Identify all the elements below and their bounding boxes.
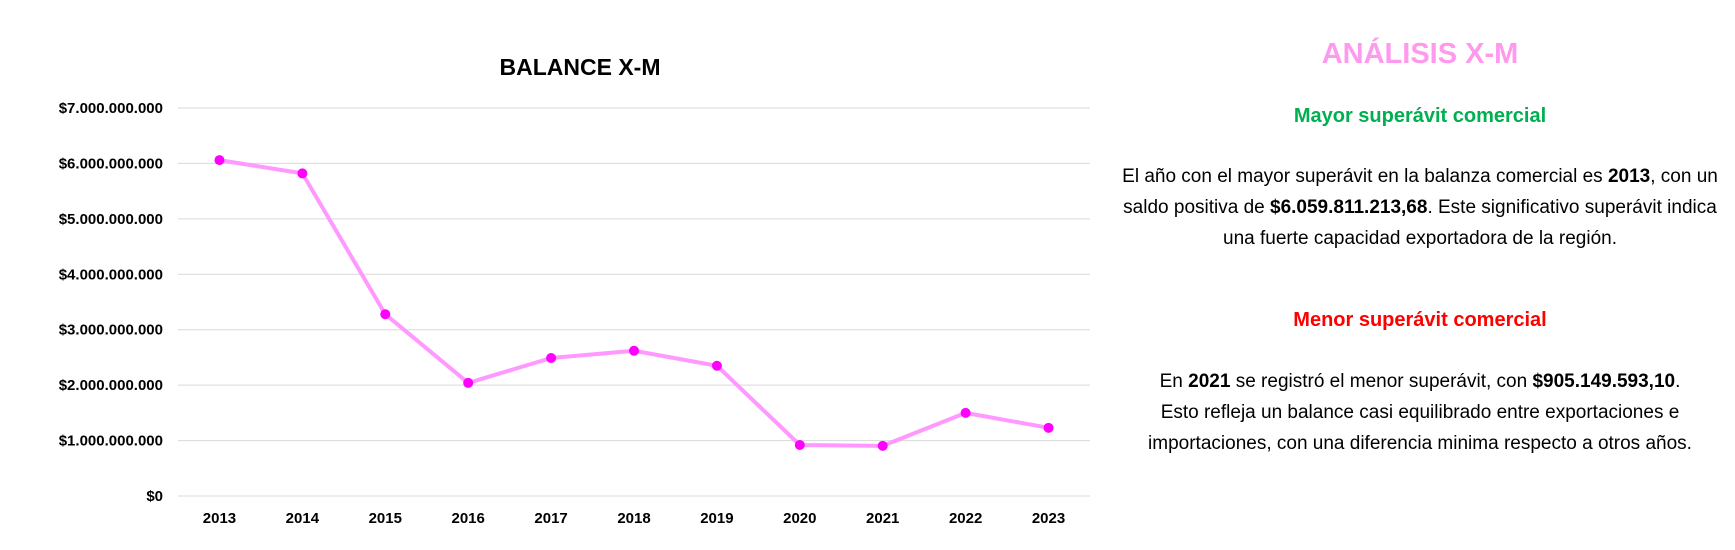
- y-tick-label: $3.000.000.000: [59, 322, 163, 339]
- x-tick-label: 2017: [534, 510, 567, 527]
- balance-chart: BALANCE X-M $0 $1.000.000.000 $2.000.000.0…: [59, 54, 1090, 527]
- x-tick-label: 2018: [617, 510, 650, 527]
- min-surplus-text: En 2021 se registró el menor superávit, …: [1140, 366, 1700, 459]
- balance-chart-svg: BALANCE X-M $0 $1.000.000.000 $2.000.000.0…: [59, 54, 1090, 527]
- max-text-part-2: , con un saldo positiva de: [1123, 166, 1718, 218]
- min-surplus-heading: Menor superávit comercial: [1293, 309, 1547, 331]
- data-point: [1043, 422, 1054, 433]
- max-surplus-heading: Mayor superávit comercial: [1293, 105, 1547, 127]
- data-point: [794, 440, 805, 451]
- y-tick-label: $0: [146, 488, 163, 505]
- data-point: [546, 352, 557, 363]
- min-text-part-3: . Esto refleja un balance casi equilibra…: [1148, 371, 1692, 454]
- max-year: 2013: [1607, 166, 1651, 187]
- data-point: [877, 440, 888, 451]
- chart-title: BALANCE X-M: [500, 54, 661, 80]
- max-amount: $6.059.811.213,68: [1270, 197, 1428, 218]
- max-surplus-text: El año con el mayor superávit en la bala…: [1120, 161, 1720, 254]
- x-tick-label: 2022: [949, 510, 982, 527]
- y-axis-ticks: $0 $1.000.000.000 $2.000.000.000 $3.000.000…: [59, 100, 163, 505]
- analysis-panel: ANÁLISIS X-M Mayor superávit comercial E…: [1120, 30, 1720, 459]
- data-point: [463, 377, 474, 388]
- min-amount: $905.149.593,10: [1532, 371, 1676, 392]
- x-tick-label: 2019: [700, 510, 733, 527]
- x-tick-label: 2014: [286, 510, 320, 527]
- min-year: 2021: [1188, 371, 1231, 392]
- y-tick-label: $1.000.000.000: [59, 433, 163, 450]
- data-point: [297, 168, 308, 179]
- y-tick-label: $7.000.000.000: [59, 100, 163, 117]
- y-tick-label: $6.000.000.000: [59, 155, 163, 172]
- x-tick-label: 2020: [783, 510, 816, 527]
- series-line: [217, 158, 1051, 448]
- y-tick-label: $4.000.000.000: [59, 266, 163, 283]
- gridlines: [178, 107, 1090, 497]
- max-text-part-1: El año con el mayor superávit en la bala…: [1122, 166, 1608, 187]
- data-point: [214, 155, 225, 166]
- x-tick-label: 2021: [866, 510, 899, 527]
- max-text-part-3: . Este significativo superávit indica un…: [1223, 197, 1717, 249]
- x-tick-label: 2023: [1032, 510, 1065, 527]
- y-tick-label: $5.000.000.000: [59, 211, 163, 228]
- min-text-part-2: se registró el menor superávit, con: [1230, 371, 1533, 392]
- x-tick-label: 2013: [203, 510, 236, 527]
- analysis-title: ANÁLISIS X-M: [1321, 38, 1519, 70]
- data-point: [629, 345, 639, 356]
- series-layer: [214, 155, 1054, 451]
- data-point: [711, 360, 722, 371]
- x-axis-ticks: 2013 2014 2015 2016 2017 2018 2019 2020 2021 2022…: [203, 510, 1065, 527]
- min-text-part-1: En: [1159, 371, 1189, 392]
- x-tick-label: 2016: [451, 510, 484, 527]
- y-tick-label: $2.000.000.000: [59, 377, 163, 394]
- x-tick-label: 2015: [369, 510, 402, 527]
- data-point: [960, 407, 971, 418]
- data-point: [380, 309, 391, 320]
